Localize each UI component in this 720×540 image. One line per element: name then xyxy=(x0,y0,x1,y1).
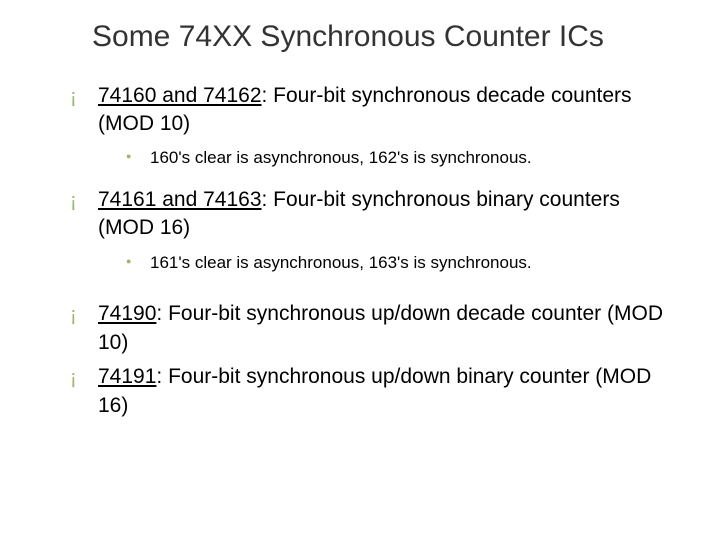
spacer xyxy=(70,290,680,300)
item-label: 74161 and 74163 xyxy=(98,188,262,211)
sub-item: 160's clear is asynchronous, 162's is sy… xyxy=(98,146,680,170)
list-item: 74191: Four-bit synchronous up/down bina… xyxy=(70,363,680,420)
list-item: 74160 and 74162: Four-bit synchronous de… xyxy=(70,82,680,170)
sub-list: 161's clear is asynchronous, 163's is sy… xyxy=(98,251,680,275)
slide-title: Some 74XX Synchronous Counter ICs xyxy=(92,18,680,56)
item-desc: : Four-bit synchronous up/down binary co… xyxy=(98,365,651,416)
sub-list: 160's clear is asynchronous, 162's is sy… xyxy=(98,146,680,170)
sub-item: 161's clear is asynchronous, 163's is sy… xyxy=(98,251,680,275)
bullet-list: 74160 and 74162: Four-bit synchronous de… xyxy=(70,82,680,420)
item-label: 74190 xyxy=(98,302,156,325)
list-item: 74190: Four-bit synchronous up/down deca… xyxy=(70,300,680,357)
item-desc: : Four-bit synchronous up/down decade co… xyxy=(98,302,663,353)
slide-content: Some 74XX Synchronous Counter ICs 74160 … xyxy=(0,0,720,446)
item-label: 74191 xyxy=(98,365,156,388)
list-item: 74161 and 74163: Four-bit synchronous bi… xyxy=(70,186,680,274)
item-label: 74160 and 74162 xyxy=(98,84,262,107)
